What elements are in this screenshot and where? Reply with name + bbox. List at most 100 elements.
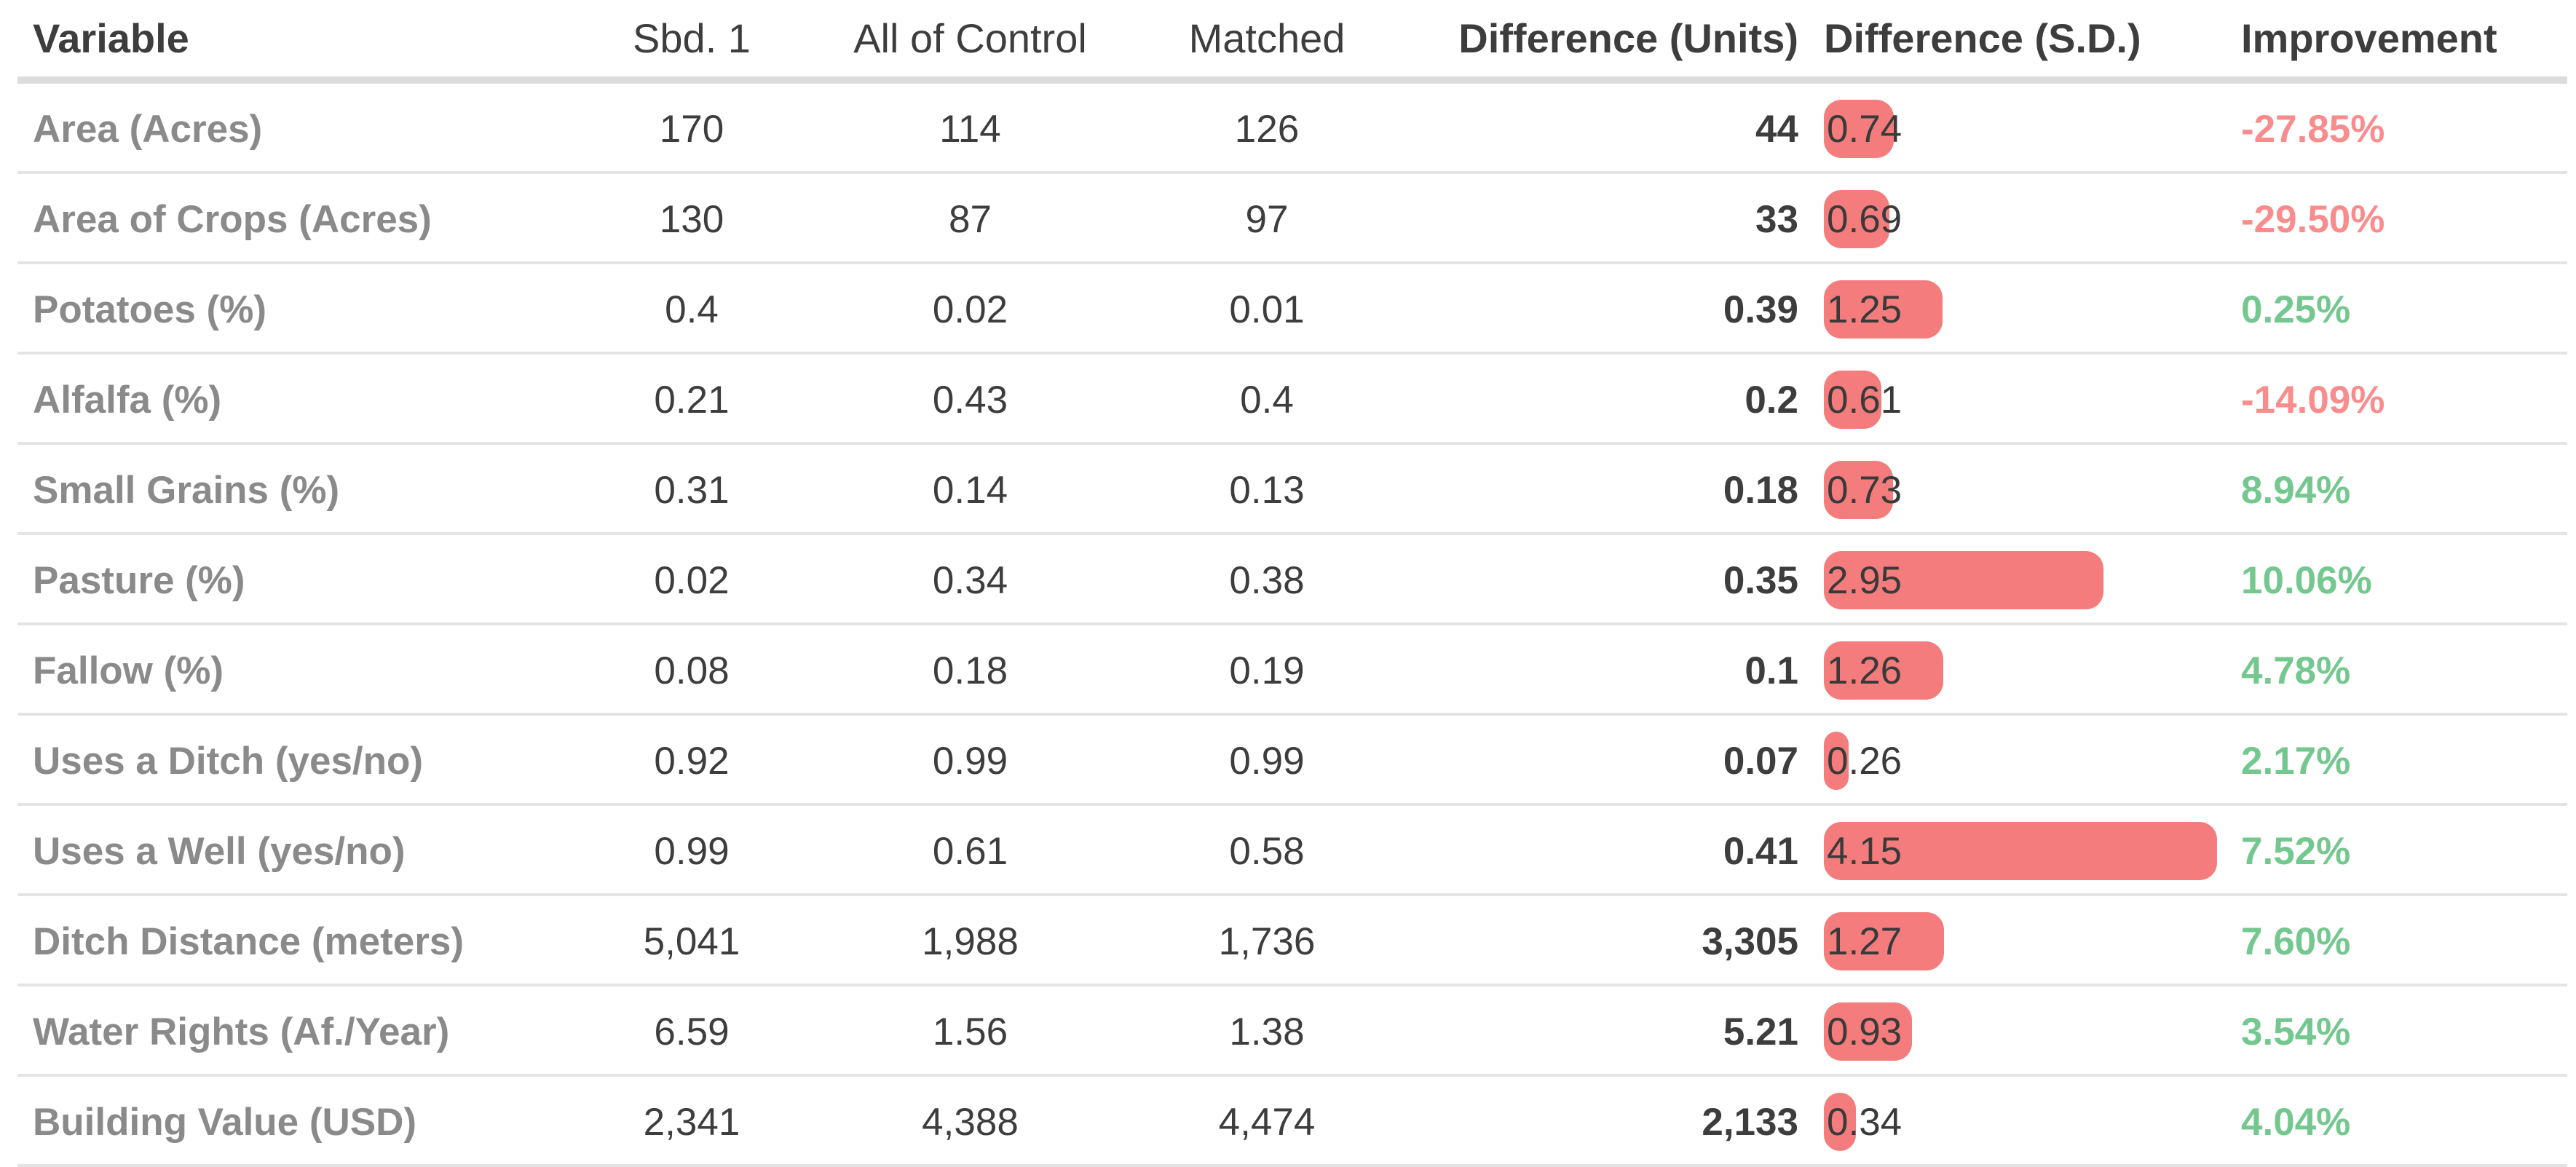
improvement-value: 2.17% xyxy=(2241,739,2351,783)
sbd1-value: 130 xyxy=(659,197,724,241)
table-row: Water Rights (Af./Year) 6.59 1.56 1.38 5.21 0… xyxy=(0,986,2576,1077)
all-of-control-value: 1.56 xyxy=(932,1010,1008,1053)
all-of-control-value: 0.34 xyxy=(932,558,1008,602)
all-of-control-value: 87 xyxy=(949,197,992,241)
difference-sd-cell: 1.26 xyxy=(1798,625,2241,716)
matched-value: 4,474 xyxy=(1218,1100,1316,1144)
matched-value: 97 xyxy=(1245,197,1289,241)
all-of-control-value: 114 xyxy=(939,107,1001,151)
matched-value: 126 xyxy=(1234,107,1300,151)
difference-sd-value: 2.95 xyxy=(1827,558,1903,602)
sbd1-value: 0.31 xyxy=(654,468,730,512)
sbd1-value: 0.99 xyxy=(654,829,730,873)
row-variable-label: Uses a Ditch (yes/no) xyxy=(33,739,424,783)
row-variable-label: Potatoes (%) xyxy=(33,288,266,331)
matched-value: 0.58 xyxy=(1229,829,1305,873)
table-row: Small Grains (%) 0.31 0.14 0.13 0.18 0.73 8.94… xyxy=(0,445,2576,535)
table-row: Area of Crops (Acres) 130 87 97 33 0.69 -29.50… xyxy=(0,174,2576,264)
difference-sd-value: 1.25 xyxy=(1827,288,1903,331)
sbd1-value: 0.92 xyxy=(654,739,730,783)
difference-sd-bar xyxy=(1824,732,1849,790)
all-of-control-value: 0.61 xyxy=(932,829,1008,873)
table-row: Building Value (USD) 2,341 4,388 4,474 2,133… xyxy=(0,1077,2576,1167)
difference-sd-cell: 0.34 xyxy=(1798,1077,2241,1167)
difference-units-value: 3,305 xyxy=(1702,919,1798,963)
row-variable-label: Area of Crops (Acres) xyxy=(33,197,432,241)
table-row: Pasture (%) 0.02 0.34 0.38 0.35 2.95 10.06% xyxy=(0,535,2576,625)
sbd1-value: 2,341 xyxy=(643,1100,740,1144)
all-of-control-value: 0.99 xyxy=(932,739,1008,783)
difference-sd-bar xyxy=(1824,551,2103,609)
col-header-matched: Matched xyxy=(1188,15,1346,61)
all-of-control-value: 1,988 xyxy=(922,919,1019,963)
table-row: Alfalfa (%) 0.21 0.43 0.4 0.2 0.61 -14.09% xyxy=(0,355,2576,445)
difference-sd-bar xyxy=(1824,100,1894,158)
difference-units-value: 0.07 xyxy=(1723,739,1798,783)
difference-sd-value: 0.61 xyxy=(1827,378,1903,422)
col-header-sbd1: Sbd. 1 xyxy=(633,15,751,61)
row-variable-label: Water Rights (Af./Year) xyxy=(33,1010,450,1053)
matched-value: 0.13 xyxy=(1229,468,1305,512)
difference-sd-bar xyxy=(1824,461,1893,519)
improvement-value: 4.78% xyxy=(2241,649,2351,692)
sbd1-value: 0.4 xyxy=(665,288,719,331)
table-row: Fallow (%) 0.08 0.18 0.19 0.1 1.26 4.78% xyxy=(0,625,2576,716)
all-of-control-value: 0.14 xyxy=(932,468,1008,512)
difference-sd-value: 1.27 xyxy=(1827,919,1903,963)
difference-units-value: 44 xyxy=(1755,107,1798,151)
difference-sd-cell: 1.25 xyxy=(1798,264,2241,355)
row-variable-label: Area (Acres) xyxy=(33,107,263,151)
table-row: Area (Acres) 170 114 126 44 0.74 -27.85% xyxy=(0,84,2576,174)
table-header-row: Variable Sbd. 1 All of Control Matched D… xyxy=(0,0,2576,76)
difference-sd-value: 0.69 xyxy=(1827,197,1903,241)
difference-units-value: 0.1 xyxy=(1745,649,1798,692)
sbd1-value: 0.21 xyxy=(654,378,730,422)
difference-units-value: 0.39 xyxy=(1723,288,1798,331)
row-variable-label: Ditch Distance (meters) xyxy=(33,919,465,963)
matched-value: 0.38 xyxy=(1229,558,1305,602)
table-row: Uses a Ditch (yes/no) 0.92 0.99 0.99 0.07 0.2… xyxy=(0,716,2576,806)
difference-sd-bar xyxy=(1824,641,1943,700)
difference-sd-cell: 0.73 xyxy=(1798,445,2241,535)
col-header-improvement: Improvement xyxy=(2241,15,2497,61)
matched-value: 1,736 xyxy=(1218,919,1316,963)
row-variable-label: Building Value (USD) xyxy=(33,1100,417,1144)
difference-sd-value: 4.15 xyxy=(1827,829,1903,873)
improvement-value: 7.52% xyxy=(2241,829,2351,873)
sbd1-value: 0.08 xyxy=(654,649,730,692)
improvement-value: 0.25% xyxy=(2241,288,2351,331)
row-variable-label: Small Grains (%) xyxy=(33,468,340,512)
table-row: Ditch Distance (meters) 5,041 1,988 1,736 3,… xyxy=(0,896,2576,986)
matched-value: 0.4 xyxy=(1240,378,1294,422)
col-header-all-of-control: All of Control xyxy=(853,15,1087,61)
difference-sd-bar xyxy=(1824,280,1943,339)
difference-sd-value: 0.34 xyxy=(1827,1100,1903,1144)
sbd1-value: 5,041 xyxy=(643,919,740,963)
difference-sd-cell: 0.74 xyxy=(1798,84,2241,174)
difference-sd-cell: 1.27 xyxy=(1798,896,2241,986)
difference-units-value: 0.2 xyxy=(1745,378,1798,422)
difference-sd-value: 0.93 xyxy=(1827,1010,1903,1053)
row-variable-label: Fallow (%) xyxy=(33,649,224,692)
col-header-difference-sd: Difference (S.D.) xyxy=(1824,15,2141,61)
difference-sd-cell: 0.61 xyxy=(1798,355,2241,445)
improvement-value: 4.04% xyxy=(2241,1100,2351,1144)
all-of-control-value: 0.18 xyxy=(932,649,1008,692)
difference-sd-bar xyxy=(1824,1093,1856,1151)
improvement-value: 10.06% xyxy=(2241,558,2372,602)
row-variable-label: Uses a Well (yes/no) xyxy=(33,829,406,873)
improvement-value: -27.85% xyxy=(2241,107,2385,151)
difference-units-value: 0.18 xyxy=(1723,468,1798,512)
difference-sd-cell: 0.93 xyxy=(1798,986,2241,1077)
improvement-value: 3.54% xyxy=(2241,1010,2351,1053)
difference-units-value: 0.35 xyxy=(1723,558,1798,602)
col-header-difference-units: Difference (Units) xyxy=(1458,15,1798,61)
difference-sd-cell: 2.95 xyxy=(1798,535,2241,625)
difference-sd-bar xyxy=(1824,190,1889,248)
matched-value: 0.19 xyxy=(1229,649,1305,692)
improvement-value: 7.60% xyxy=(2241,919,2351,963)
col-header-variable: Variable xyxy=(33,15,189,61)
row-variable-label: Pasture (%) xyxy=(33,558,245,602)
table-body: Area (Acres) 170 114 126 44 0.74 -27.85% Area o… xyxy=(0,84,2576,1167)
